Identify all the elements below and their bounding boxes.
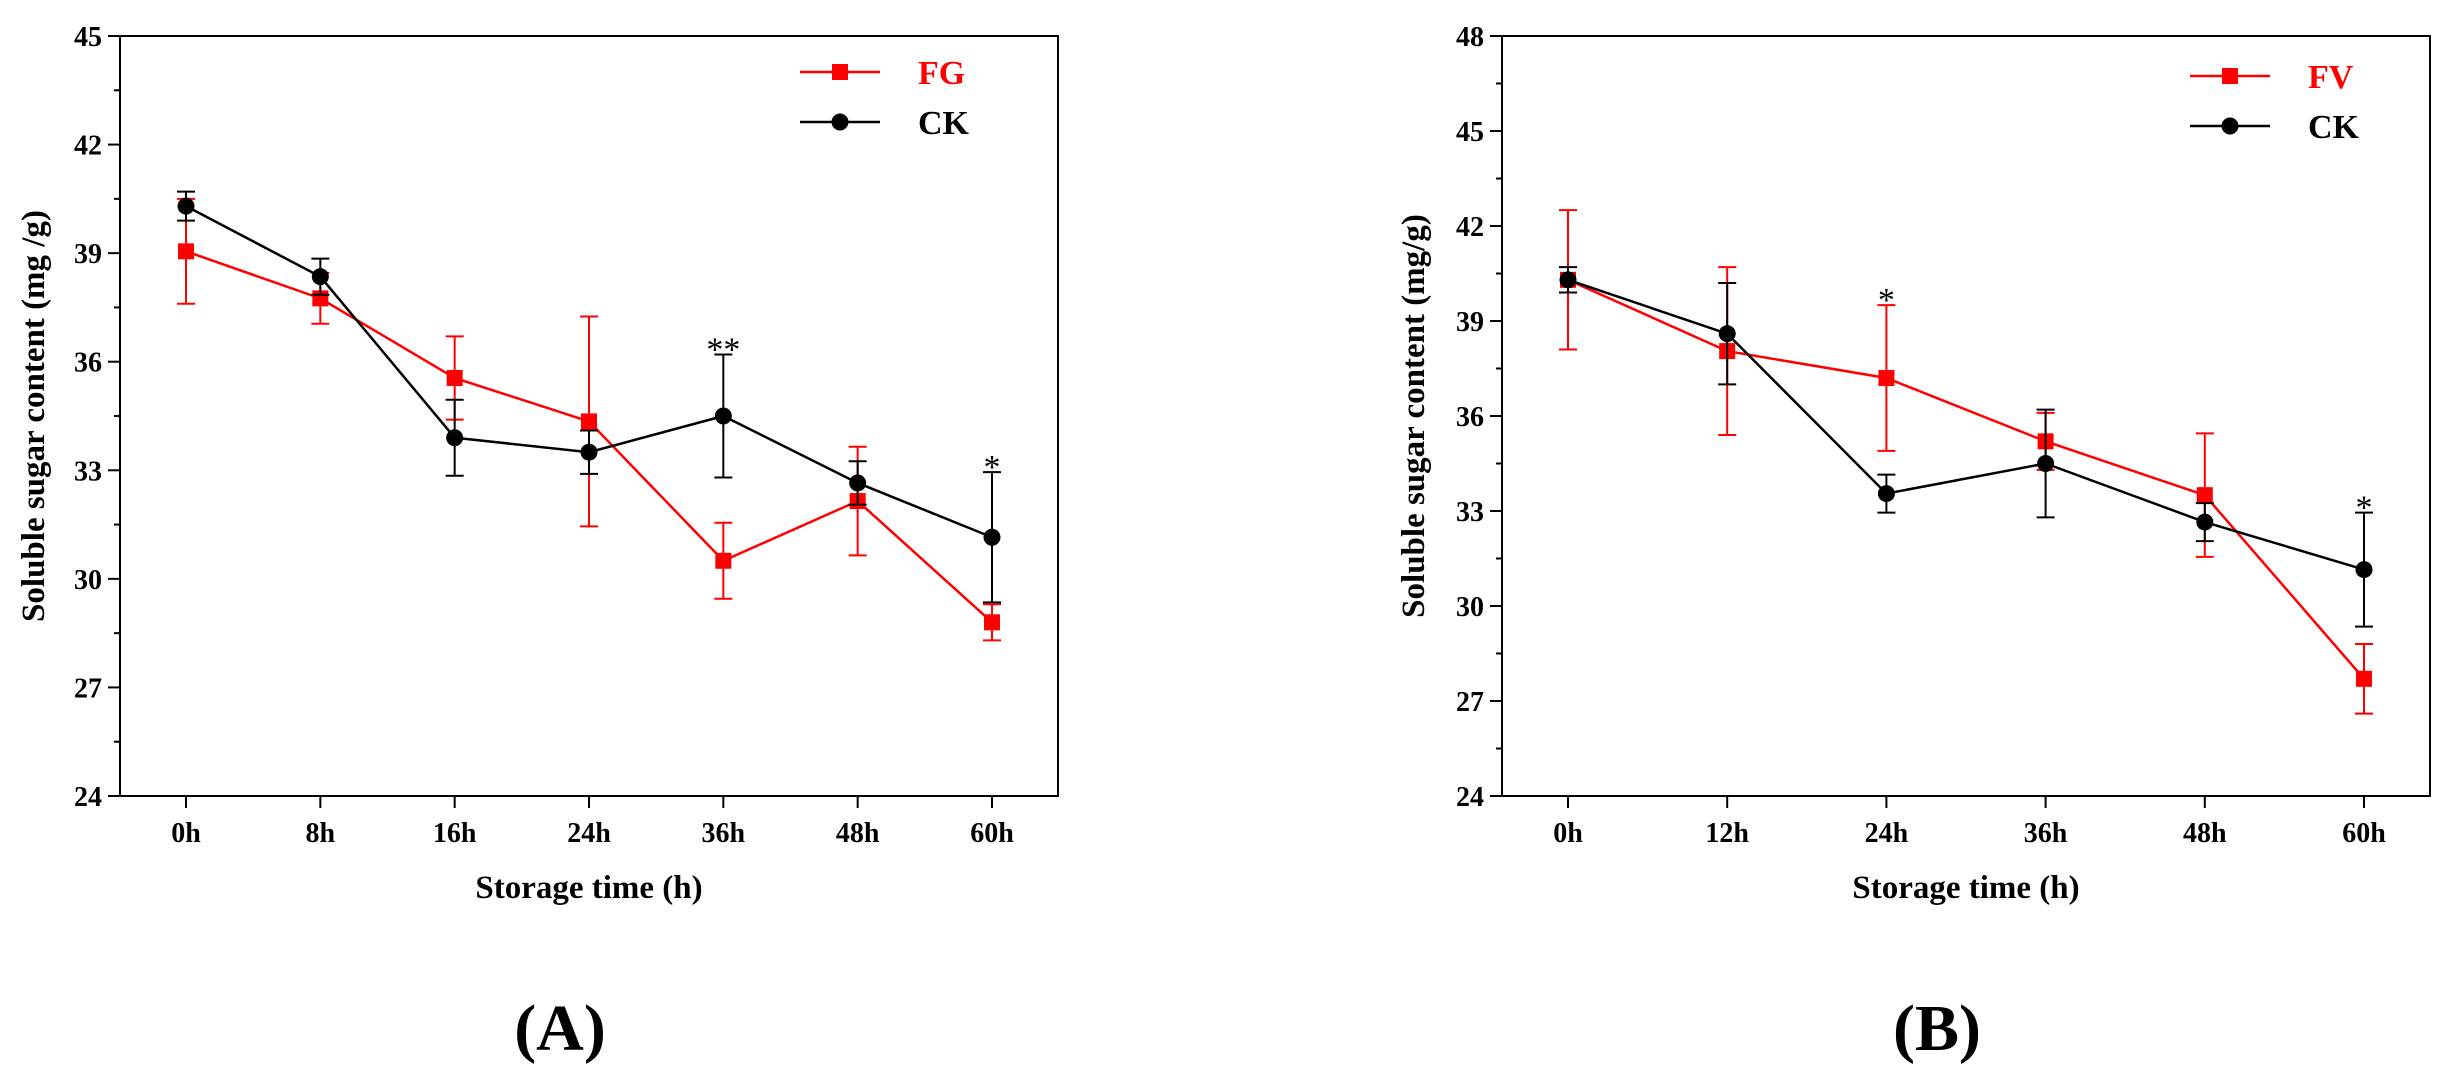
y-tick-label: 39 <box>1456 307 1484 338</box>
legend-marker <box>2221 117 2239 135</box>
y-tick-label: 27 <box>74 673 102 704</box>
y-tick-label: 39 <box>74 239 102 270</box>
significance-marker: * <box>2356 490 2373 527</box>
y-tick-label: 24 <box>74 782 102 813</box>
x-tick-label: 12h <box>1705 818 1749 849</box>
panel-b: 24 27 30 33 36 39 42 45 48 0h 12h 24h 36h 48h 60h Stora… <box>1396 22 2431 1065</box>
legend-marker <box>832 64 848 80</box>
y-tick-label: 33 <box>74 456 102 487</box>
data-point-ck <box>983 528 1001 546</box>
y-axis-title: Soluble sugar content (mg /g) <box>16 210 52 622</box>
data-point-fg <box>581 413 597 430</box>
significance-marker: ** <box>706 331 740 368</box>
y-tick-label: 42 <box>1456 212 1484 243</box>
x-axis-title: Storage time (h) <box>1852 870 2079 906</box>
y-tick-label: 33 <box>1456 497 1484 528</box>
y-tick-label: 36 <box>74 348 102 379</box>
y-tick-label: 48 <box>1456 22 1484 53</box>
x-tick-label: 16h <box>433 818 477 849</box>
y-tick-label: 45 <box>74 22 102 53</box>
data-point-ck <box>446 429 464 447</box>
legend-label-fv: FV <box>2308 59 2354 96</box>
y-tick-label: 45 <box>1456 117 1484 148</box>
x-tick-label: 24h <box>1865 818 1909 849</box>
y-tick-label: 30 <box>74 565 102 596</box>
y-tick-label: 24 <box>1456 782 1484 813</box>
data-point-fg <box>178 243 194 260</box>
x-axis-title: Storage time (h) <box>475 870 702 906</box>
data-point-fg <box>446 370 463 386</box>
data-point-fv <box>2356 670 2372 687</box>
panel-label: (A) <box>514 992 606 1065</box>
y-tick-label: 36 <box>1456 402 1484 433</box>
data-point-ck <box>2037 455 2055 472</box>
x-tick-label: 48h <box>2183 818 2227 849</box>
data-point-ck <box>1718 325 1736 343</box>
x-tick-label: 0h <box>171 818 201 849</box>
data-point-ck <box>177 197 195 215</box>
data-point-ck <box>1877 485 1895 503</box>
significance-marker: * <box>984 449 1001 486</box>
significance-marker: * <box>1878 282 1895 319</box>
y-tick-label: 27 <box>1456 687 1484 718</box>
data-point-ck <box>2355 561 2373 579</box>
panel-label: (B) <box>1893 992 1981 1065</box>
x-tick-label: 36h <box>702 818 746 849</box>
data-point-fv <box>1878 370 1895 386</box>
x-tick-label: 60h <box>2342 818 2386 849</box>
x-tick-label: 24h <box>567 818 611 849</box>
legend-label-ck: CK <box>2308 109 2360 146</box>
y-tick-label: 30 <box>1456 592 1484 623</box>
data-point-ck <box>2196 513 2214 531</box>
data-point-ck <box>1559 271 1577 289</box>
data-point-fv <box>2196 487 2213 504</box>
legend-marker <box>2222 68 2238 84</box>
x-tick-label: 36h <box>2024 818 2068 849</box>
legend-label-fg: FG <box>918 55 965 92</box>
x-tick-label: 0h <box>1553 818 1583 849</box>
plot-frame <box>1501 35 2431 797</box>
panel-a: 24 27 30 33 36 39 42 45 0h 8h 16h 24h 36h 48h 60h Stora… <box>16 22 1059 1065</box>
y-axis-title: Soluble sugar content (mg/g) <box>1396 214 1432 618</box>
legend-label-ck: CK <box>918 105 970 142</box>
x-tick-label: 60h <box>970 818 1014 849</box>
x-tick-label: 48h <box>836 818 880 849</box>
data-point-fg <box>984 614 1000 631</box>
data-point-fg <box>715 552 732 569</box>
data-point-ck <box>580 443 598 461</box>
series-line-fv <box>1567 278 2365 680</box>
series-line-ck <box>1567 278 2365 571</box>
data-point-ck <box>714 407 732 425</box>
data-point-ck <box>849 474 867 492</box>
data-point-ck <box>311 268 329 286</box>
legend-marker <box>831 113 849 131</box>
x-tick-label: 8h <box>306 818 336 849</box>
y-tick-label: 42 <box>74 131 102 162</box>
